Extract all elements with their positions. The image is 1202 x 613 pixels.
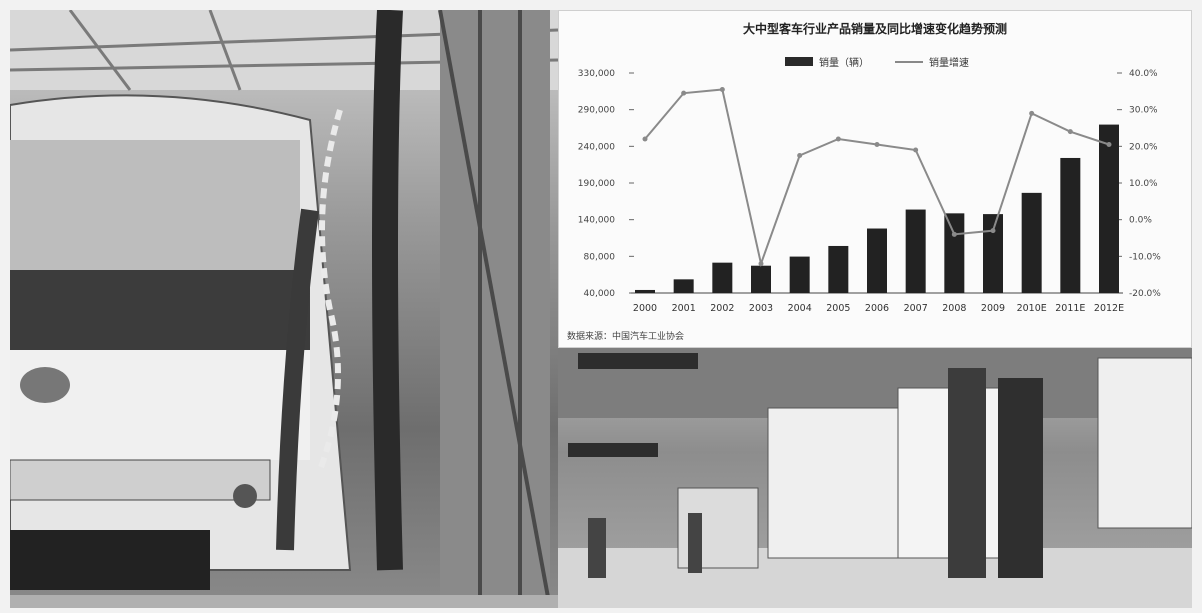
sales-bar [789, 256, 810, 293]
sales-bar [905, 209, 926, 293]
left-tick-label: 190,000 [578, 179, 615, 189]
chart-legend: 销量（辆） 销量增速 [785, 56, 969, 69]
left-tick-label: 240,000 [578, 142, 615, 152]
legend-label-growth: 销量增速 [929, 56, 969, 69]
chart-title: 大中型客车行业产品销量及同比增速变化趋势预测 [743, 21, 1007, 36]
growth-point [1106, 142, 1112, 147]
sales-bar [635, 289, 655, 293]
growth-point [1067, 129, 1073, 135]
right-tick-label: 0.0% [1129, 216, 1152, 226]
legend-bar-swatch [785, 57, 813, 66]
right-tick-label: 30.0% [1129, 106, 1158, 116]
x-tick-label: 2009 [981, 303, 1005, 314]
chart-source: 数据来源：中国汽车工业协会 [567, 332, 685, 342]
chart-svg: 大中型客车行业产品销量及同比增速变化趋势预测 销量（辆） 销量增速 40,000… [578, 21, 1162, 314]
x-tick-label: 2008 [942, 303, 966, 314]
growth-point [758, 261, 764, 267]
left-tick-label: 330,000 [578, 69, 615, 79]
left-tick-label: 140,000 [578, 216, 615, 226]
sales-bar [673, 279, 694, 293]
x-tick-label: 2002 [710, 303, 734, 314]
sales-chart: 大中型客车行业产品销量及同比增速变化趋势预测 销量（辆） 销量增速 40,000… [558, 10, 1192, 348]
left-tick-label: 290,000 [578, 106, 615, 116]
sales-bar [828, 245, 849, 293]
legend-label-sales: 销量（辆） [819, 56, 869, 69]
sales-bar [944, 213, 965, 293]
sales-bar [983, 214, 1003, 293]
assembly-line-photo [558, 348, 1192, 608]
sales-bar [1021, 192, 1042, 293]
x-tick-label: 2012E [1094, 303, 1124, 314]
sales-bar [1060, 157, 1081, 293]
right-tick-label: -20.0% [1129, 289, 1161, 299]
right-tick-label: -10.0% [1129, 252, 1161, 262]
right-tick-label: 20.0% [1129, 142, 1158, 152]
growth-point [642, 136, 648, 142]
x-tick-label: 2011E [1055, 303, 1085, 314]
growth-point [990, 228, 996, 234]
growth-point [681, 90, 687, 96]
growth-point [913, 147, 919, 153]
sales-bar [712, 262, 733, 293]
x-tick-label: 2001 [672, 303, 696, 314]
sales-bar [751, 265, 771, 293]
sales-bar [867, 228, 887, 293]
growth-point [797, 153, 803, 158]
growth-point [719, 87, 725, 92]
left-tick-label: 40,000 [584, 289, 616, 299]
growth-point [874, 142, 880, 147]
x-tick-label: 2000 [633, 303, 657, 314]
x-tick-label: 2007 [904, 303, 928, 314]
x-tick-label: 2010E [1017, 303, 1047, 314]
growth-point [1029, 110, 1035, 116]
bus-factory-photo [10, 10, 558, 608]
right-tick-label: 10.0% [1129, 179, 1158, 189]
growth-point [951, 231, 957, 237]
left-tick-label: 80,000 [584, 252, 616, 262]
x-tick-label: 2003 [749, 303, 773, 314]
x-tick-label: 2006 [865, 303, 889, 314]
x-tick-label: 2004 [788, 303, 812, 314]
sales-bar [1099, 124, 1119, 293]
growth-point [835, 136, 841, 142]
right-tick-label: 40.0% [1129, 69, 1158, 79]
x-tick-label: 2005 [826, 303, 850, 314]
